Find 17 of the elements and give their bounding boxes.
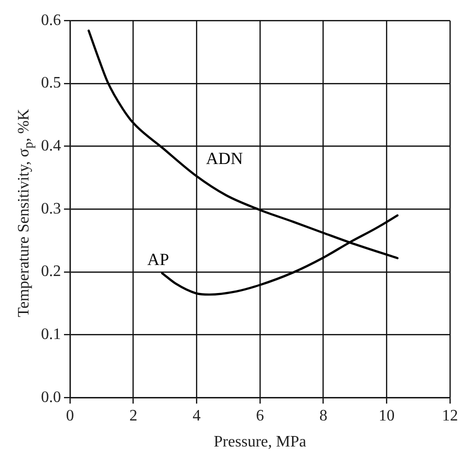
y-tick-label: 0.2 xyxy=(41,263,61,280)
x-tick-label: 6 xyxy=(256,407,264,424)
x-tick-label: 2 xyxy=(129,407,138,424)
x-tick-label: 0 xyxy=(66,407,74,424)
y-tick-label: 0.6 xyxy=(41,12,61,29)
series-label: ADN xyxy=(206,148,243,168)
x-axis-title: Pressure, MPa xyxy=(214,434,306,451)
y-tick-label: 0.0 xyxy=(41,388,61,406)
series-label: AP xyxy=(147,250,170,270)
y-tick-label: 0.4 xyxy=(41,137,61,154)
x-tick-label: 12 xyxy=(442,407,458,424)
x-tick-label: 10 xyxy=(378,407,395,424)
y-tick-label: 0.1 xyxy=(41,326,61,343)
x-tick-label: 8 xyxy=(319,407,328,424)
x-tick-label: 4 xyxy=(192,407,201,424)
y-tick-label: 0.3 xyxy=(41,200,61,218)
y-tick-label: 0.5 xyxy=(41,74,61,92)
